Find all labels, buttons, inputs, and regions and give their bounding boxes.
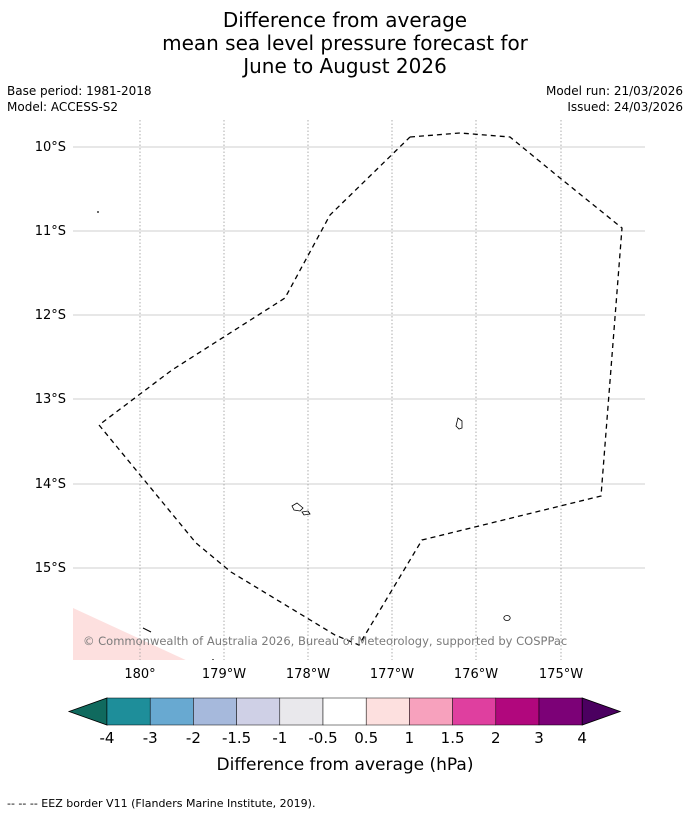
colorbar-tick-label: 1 — [405, 729, 415, 747]
colorbar-extend-low — [67, 697, 108, 726]
eez-legend-text: -- -- -- EEZ border V11 (Flanders Marine… — [7, 797, 316, 810]
colorbar-segment — [322, 697, 367, 726]
colorbar-segment — [452, 697, 497, 726]
island-swains — [455, 417, 463, 430]
island-southwest-islet — [142, 627, 152, 633]
latitude-gridlines — [73, 146, 645, 569]
colorbar-segment — [409, 697, 453, 726]
colorbar-tick-label: -2 — [186, 729, 201, 747]
copyright-text: © Commonwealth of Australia 2026, Bureau… — [83, 634, 567, 648]
colorbar-label: Difference from average (hPa) — [217, 755, 474, 775]
colorbar-segment — [236, 697, 281, 726]
colorbar-tick-label: 3 — [534, 729, 544, 747]
lon-label-179w: 179°W — [202, 667, 246, 682]
eez-border — [98, 132, 623, 646]
latitude-labels: 10°S 11°S 12°S 13°S 14°S 15°S — [35, 140, 66, 576]
island-east-islet — [503, 615, 511, 621]
lat-label-11s: 11°S — [35, 224, 66, 239]
map-panel — [73, 120, 645, 660]
map-title-line-1: Difference from average — [222, 8, 468, 32]
island-tokelau-reef-a — [291, 502, 304, 512]
map-title-line-3: June to August 2026 — [243, 54, 447, 78]
colorbar-segment — [106, 697, 151, 726]
lon-label-180: 180° — [124, 667, 155, 682]
lon-label-176w: 176°W — [454, 667, 498, 682]
lat-label-12s: 12°S — [35, 308, 66, 323]
lon-label-177w: 177°W — [370, 667, 414, 682]
colorbar-tick-label: -4 — [100, 729, 115, 747]
colorbar-tick-label: 1.5 — [441, 729, 465, 747]
lon-label-175w: 175°W — [539, 667, 583, 682]
colorbar-segment — [279, 697, 324, 726]
colorbar-tick-label: -1 — [272, 729, 287, 747]
colorbar-tick-label: 0.5 — [354, 729, 378, 747]
issued-text: Issued: 24/03/2026 — [567, 100, 683, 114]
lat-label-15s: 15°S — [35, 561, 66, 576]
colorbar-tick-label: -1.5 — [222, 729, 251, 747]
model-run-text: Model run: 21/03/2026 — [545, 84, 683, 98]
colorbar-tick-labels: -4 -3 -2 -1.5 -1 -0.5 0.5 1 1.5 2 3 4 — [100, 729, 587, 747]
colorbar — [67, 697, 622, 726]
lat-label-13s: 13°S — [35, 392, 66, 407]
colorbar-tick-label: -0.5 — [308, 729, 337, 747]
colorbar-tick-label: 4 — [577, 729, 587, 747]
model-text: Model: ACCESS-S2 — [7, 100, 119, 114]
colorbar-segment — [193, 697, 237, 726]
base-period-text: Base period: 1981-2018 — [7, 84, 152, 98]
island-north-dot — [97, 211, 99, 213]
lat-label-14s: 14°S — [35, 477, 66, 492]
lon-label-178w: 178°W — [286, 667, 330, 682]
colorbar-segment — [538, 697, 583, 726]
lat-label-10s: 10°S — [35, 140, 66, 155]
island-south-dot — [212, 659, 214, 660]
colorbar-tick-label: 2 — [491, 729, 501, 747]
longitude-gridlines — [139, 120, 562, 660]
map-title-line-2: mean sea level pressure forecast for — [162, 31, 528, 55]
longitude-labels: 180° 179°W 178°W 177°W 176°W 175°W — [124, 667, 583, 682]
island-tokelau-reef-b — [301, 510, 311, 516]
pressure-anomaly-overlay — [73, 608, 186, 660]
colorbar-segment — [365, 697, 410, 726]
colorbar-segment — [149, 697, 194, 726]
colorbar-segment — [495, 697, 540, 726]
colorbar-extend-high — [581, 697, 622, 726]
colorbar-tick-label: -3 — [143, 729, 158, 747]
